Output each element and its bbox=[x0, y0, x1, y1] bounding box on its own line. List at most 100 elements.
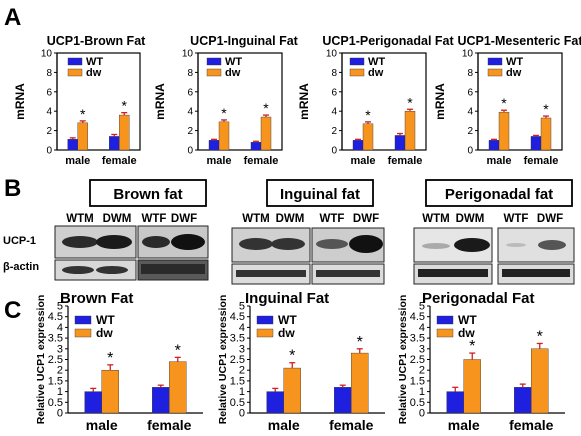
y-tick-label: 0.5 bbox=[410, 397, 425, 409]
y-tick-label: 2 bbox=[239, 365, 245, 377]
plot-frame bbox=[477, 52, 563, 151]
y-tick-label: 0 bbox=[187, 146, 193, 157]
bar bbox=[101, 370, 119, 414]
y-axis-label: mRNA bbox=[433, 83, 447, 120]
bar bbox=[84, 391, 102, 414]
significance-mark: * bbox=[537, 328, 543, 345]
y-tick-label: 2 bbox=[467, 126, 473, 137]
lane-label: WTM bbox=[242, 213, 269, 225]
y-axis-label: Relative UCP1 expression bbox=[397, 295, 409, 425]
x-tick-label: female bbox=[388, 155, 423, 167]
bar bbox=[540, 117, 552, 151]
lane-label: WTM bbox=[422, 213, 449, 225]
y-tick-label: 0.5 bbox=[48, 397, 63, 409]
blot-band bbox=[316, 270, 380, 277]
y-tick-label: 2.5 bbox=[410, 354, 425, 366]
bar bbox=[362, 123, 374, 151]
bar bbox=[109, 136, 120, 151]
significance-mark: * bbox=[175, 342, 181, 359]
y-tick-label: 10 bbox=[326, 49, 338, 60]
significance-mark: * bbox=[357, 334, 363, 351]
panel-letter-c: C bbox=[4, 297, 21, 324]
y-tick-label: 0 bbox=[419, 408, 425, 420]
x-tick-label: male bbox=[350, 155, 375, 167]
y-axis-label: mRNA bbox=[153, 83, 167, 120]
legend-swatch bbox=[67, 57, 83, 66]
significance-mark: * bbox=[221, 105, 227, 121]
legend-label: WT bbox=[368, 56, 385, 68]
y-tick-label: 6 bbox=[331, 87, 337, 98]
blot-band bbox=[422, 243, 450, 249]
blot-band bbox=[239, 238, 273, 250]
y-tick-label: 0 bbox=[57, 408, 63, 420]
y-tick-label: 5 bbox=[57, 301, 63, 313]
significance-mark: * bbox=[543, 101, 549, 117]
y-tick-label: 0.5 bbox=[230, 397, 245, 409]
chart-title: Perigonadal Fat bbox=[422, 290, 535, 307]
y-tick-label: 6 bbox=[467, 87, 473, 98]
bar bbox=[334, 387, 352, 414]
blot-strip bbox=[54, 259, 137, 281]
panel-letter-a: A bbox=[4, 4, 21, 31]
blot-band bbox=[171, 234, 205, 250]
bar bbox=[208, 140, 220, 151]
x-tick-label: female bbox=[244, 155, 279, 167]
legend-label: dw bbox=[86, 67, 102, 79]
y-tick-label: 4 bbox=[187, 107, 193, 118]
legend-swatch bbox=[256, 328, 274, 338]
panel-letter-b: B bbox=[4, 175, 21, 202]
legend-label: WT bbox=[86, 56, 103, 68]
bar bbox=[169, 361, 187, 414]
blot-band bbox=[316, 239, 348, 249]
legend-label: WT bbox=[458, 313, 477, 327]
y-tick-label: 3.5 bbox=[48, 333, 63, 345]
legend-swatch bbox=[74, 315, 92, 325]
bar bbox=[218, 121, 230, 151]
significance-mark: * bbox=[365, 107, 371, 123]
legend-label: dw bbox=[96, 326, 113, 340]
y-tick-label: 4.5 bbox=[48, 311, 63, 323]
legend-label: WT bbox=[225, 56, 242, 68]
bar bbox=[404, 110, 416, 151]
y-tick-label: 10 bbox=[41, 49, 53, 60]
y-tick-label: 4 bbox=[331, 107, 337, 118]
legend-swatch bbox=[436, 328, 454, 338]
chart-title: UCP1-Inguinal Fat bbox=[190, 34, 298, 48]
significance-mark: * bbox=[407, 94, 413, 110]
significance-mark: * bbox=[263, 100, 269, 116]
y-tick-label: 8 bbox=[467, 68, 473, 79]
legend-label: WT bbox=[96, 313, 115, 327]
y-tick-label: 1 bbox=[57, 386, 63, 398]
significance-mark: * bbox=[289, 348, 295, 365]
y-tick-label: 4 bbox=[467, 107, 473, 118]
bar bbox=[446, 391, 464, 414]
blot-title-box bbox=[425, 179, 573, 207]
legend-swatch bbox=[436, 315, 454, 325]
blot-band bbox=[62, 266, 94, 274]
blot-title-box bbox=[266, 179, 374, 207]
bar bbox=[530, 136, 542, 151]
chart-title: UCP1-Mesenteric Fat bbox=[457, 34, 581, 48]
y-tick-label: 3 bbox=[239, 343, 245, 355]
legend-swatch bbox=[206, 57, 222, 66]
y-tick-label: 0 bbox=[239, 408, 245, 420]
significance-mark: * bbox=[80, 106, 86, 122]
significance-mark: * bbox=[469, 338, 475, 355]
significance-mark: * bbox=[501, 95, 507, 111]
bar bbox=[250, 142, 262, 151]
legend-swatch bbox=[349, 68, 365, 77]
y-tick-label: 4.5 bbox=[230, 311, 245, 323]
bar bbox=[283, 367, 301, 414]
y-tick-label: 8 bbox=[187, 68, 193, 79]
bar bbox=[119, 114, 130, 151]
lane-label: DWF bbox=[171, 213, 197, 225]
blot-band bbox=[96, 266, 128, 274]
y-tick-label: 1.5 bbox=[230, 375, 245, 387]
y-axis-label: Relative UCP1 expression bbox=[217, 295, 229, 425]
x-tick-label: male bbox=[268, 417, 300, 433]
y-tick-label: 1 bbox=[239, 386, 245, 398]
x-tick-label: male bbox=[86, 417, 118, 433]
blot-row-label: β-actin bbox=[3, 261, 39, 273]
